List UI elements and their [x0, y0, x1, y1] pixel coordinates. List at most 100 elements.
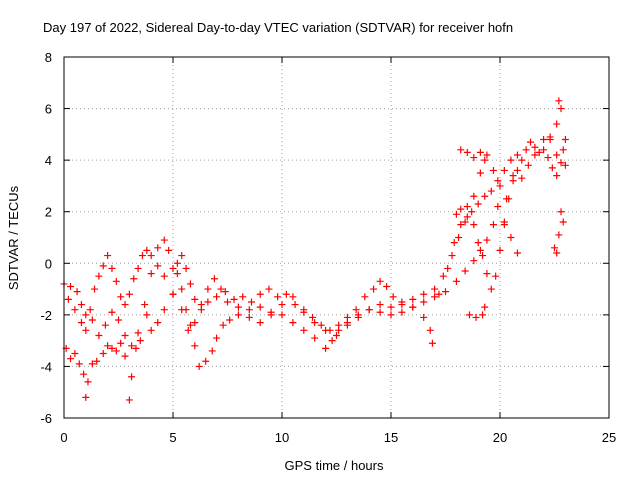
data-point-marker [173, 270, 181, 278]
data-point-marker [217, 285, 225, 293]
series-group [62, 105, 569, 404]
data-point-marker [134, 264, 142, 272]
data-point-marker [461, 218, 469, 226]
data-point-marker [178, 252, 186, 260]
data-point-marker [489, 166, 497, 174]
data-point-marker [361, 293, 369, 301]
data-point-marker [481, 303, 489, 311]
y-tick-label: 2 [45, 205, 52, 220]
data-point-marker [300, 306, 308, 314]
data-point-marker [431, 285, 439, 293]
data-point-marker [426, 326, 434, 334]
data-point-marker [219, 321, 227, 329]
data-point-marker [130, 275, 138, 283]
data-point-marker [88, 360, 96, 368]
data-point-marker [265, 285, 273, 293]
data-point-marker [274, 293, 282, 301]
data-point-marker [553, 172, 561, 180]
data-point-marker [450, 239, 458, 247]
data-point-marker [112, 347, 120, 355]
data-point-marker [256, 319, 264, 327]
data-point-marker [138, 252, 146, 260]
data-point-marker [186, 280, 194, 288]
data-point-marker [291, 301, 299, 309]
data-point-marker [154, 262, 162, 270]
data-point-marker [224, 298, 231, 306]
data-point-marker [383, 282, 391, 290]
data-point-marker [256, 290, 264, 298]
data-point-marker [184, 326, 192, 334]
data-point-marker [71, 306, 79, 314]
y-tick-label: 8 [45, 50, 52, 65]
data-point-marker [121, 301, 129, 309]
data-point-marker [457, 146, 465, 154]
data-point-marker [125, 396, 133, 404]
data-point-marker [465, 311, 473, 319]
data-point-marker [452, 277, 460, 285]
data-point-marker [476, 246, 484, 254]
data-point-marker [513, 166, 521, 174]
x-tick-label: 0 [60, 430, 67, 445]
data-point-marker [483, 270, 491, 278]
data-point-marker [67, 355, 75, 363]
data-point-marker [160, 306, 168, 314]
data-point-marker [513, 249, 521, 257]
data-point-marker [365, 306, 373, 314]
data-point-marker [239, 293, 247, 301]
data-point-marker [160, 272, 168, 280]
data-point-marker [376, 301, 384, 309]
data-point-marker [128, 373, 136, 381]
data-point-marker [191, 319, 199, 327]
data-point-marker [507, 156, 515, 164]
data-point-marker [197, 301, 205, 309]
data-point-marker [489, 221, 497, 229]
x-tick-label: 25 [602, 430, 616, 445]
data-point-marker [108, 344, 116, 352]
data-point-marker [173, 259, 181, 267]
data-point-marker [178, 306, 186, 314]
data-point-marker [376, 308, 384, 316]
data-point-marker [335, 321, 343, 329]
data-point-marker [213, 334, 221, 342]
data-point-marker [470, 221, 478, 229]
data-point-marker [553, 120, 561, 128]
data-point-marker [178, 285, 186, 293]
data-point-marker [278, 301, 286, 309]
chart-title: Day 197 of 2022, Sidereal Day-to-day VTE… [43, 20, 513, 35]
data-point-marker [267, 311, 275, 319]
data-point-marker [444, 264, 452, 272]
data-point-marker [435, 290, 443, 298]
data-point-marker [230, 295, 238, 303]
data-point-marker [169, 264, 177, 272]
data-point-marker [561, 136, 569, 144]
x-tick-label: 20 [493, 430, 507, 445]
data-point-marker [213, 293, 221, 301]
y-axis-label: SDTVAR / TECUs [6, 185, 21, 290]
data-point-marker [104, 342, 112, 350]
data-point-marker [282, 290, 290, 298]
data-point-marker [256, 303, 264, 311]
data-point-marker [463, 213, 471, 221]
data-point-marker [535, 148, 543, 156]
data-point-marker [557, 105, 565, 113]
data-point-marker [210, 275, 218, 283]
data-point-marker [448, 252, 456, 260]
data-point-marker [75, 360, 83, 368]
data-point-marker [518, 156, 526, 164]
data-point-marker [527, 138, 535, 146]
data-point-marker [80, 370, 88, 378]
data-point-marker [398, 308, 406, 316]
data-point-marker [328, 337, 336, 345]
data-point-marker [487, 285, 495, 293]
data-point-marker [555, 97, 563, 105]
plot-frame [63, 56, 610, 419]
y-tick-label: -6 [40, 411, 52, 426]
data-point-marker [500, 221, 508, 229]
data-point-marker [387, 303, 395, 311]
data-point-marker [132, 344, 140, 352]
data-point-marker [234, 303, 242, 311]
y-tick-label: -4 [40, 359, 52, 374]
data-point-marker [452, 210, 460, 218]
data-point-marker [544, 154, 552, 162]
data-point-marker [91, 285, 99, 293]
